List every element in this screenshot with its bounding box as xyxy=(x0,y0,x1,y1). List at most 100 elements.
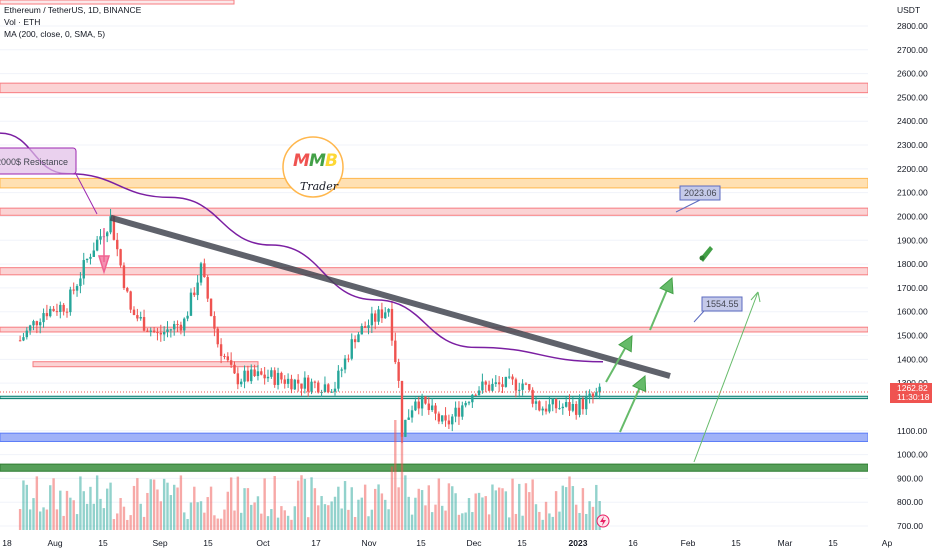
volume-bar xyxy=(451,486,454,530)
candle xyxy=(236,373,240,385)
volume-bar xyxy=(320,496,323,530)
volume-bar xyxy=(474,493,477,530)
candle xyxy=(360,326,363,335)
candle xyxy=(595,392,598,397)
volume-bar xyxy=(45,509,49,530)
volume-bar xyxy=(179,475,183,530)
lightning-icon[interactable] xyxy=(596,514,610,528)
volume-bar xyxy=(290,519,293,530)
candle xyxy=(511,376,514,380)
time-tick-label: 15 xyxy=(98,538,108,548)
volume-bar xyxy=(69,497,72,530)
volume-bar xyxy=(193,486,196,530)
candle xyxy=(591,393,595,397)
candle xyxy=(397,362,400,381)
volume-bar xyxy=(189,502,193,530)
target-pointer xyxy=(675,199,701,213)
candle xyxy=(119,249,122,266)
volume-bar xyxy=(266,516,270,530)
countdown-value: 11:30:18 xyxy=(897,392,930,402)
candle xyxy=(447,420,451,425)
volume-bars xyxy=(18,420,601,530)
candle xyxy=(491,383,494,391)
price-axis[interactable]: USDT 2800.00 2700.00 2600.00 2500.00 2400.00 2… xyxy=(0,0,932,535)
time-axis[interactable]: 18 Aug 15 Sep 15 Oct 17 Nov 15 Dec 15 2023 16 Feb 15 Ma… xyxy=(0,535,932,550)
candle xyxy=(109,216,112,233)
candle xyxy=(280,372,283,380)
candle xyxy=(575,404,578,415)
volume-bar xyxy=(353,516,357,530)
candle xyxy=(327,384,330,393)
last-price-tag xyxy=(890,383,932,404)
volume-bar xyxy=(270,509,273,530)
volume-bar xyxy=(79,476,82,530)
downtrend-line[interactable] xyxy=(109,214,671,379)
candle xyxy=(454,407,457,417)
volume-bar xyxy=(330,501,333,530)
candle xyxy=(65,311,69,313)
resistance-callout[interactable]: 2000$ Resistance xyxy=(0,147,98,215)
volume-bar xyxy=(414,497,417,530)
volume-bar xyxy=(122,506,126,530)
volume-bar xyxy=(206,497,209,530)
price-tick-label: 2600.00 xyxy=(897,69,928,79)
volume-bar xyxy=(253,502,256,530)
volume-bar xyxy=(521,515,524,530)
volume-bar xyxy=(420,490,424,530)
price-tick-label: 1500.00 xyxy=(897,331,928,341)
volume-bar xyxy=(240,512,243,530)
candle xyxy=(461,405,464,417)
candle xyxy=(203,263,206,278)
candle xyxy=(524,383,528,385)
legend-symbol[interactable]: Ethereum / TetherUS, 1D, BINANCE xyxy=(4,5,142,15)
zone-green xyxy=(0,463,869,472)
candle xyxy=(62,304,65,312)
zone-green-line xyxy=(0,395,869,400)
price-tick-label: 900.00 xyxy=(897,473,923,483)
volume-bar xyxy=(531,479,534,530)
volume-bar xyxy=(394,420,397,530)
up-arrow-2-head xyxy=(631,374,647,393)
volume-bar xyxy=(280,506,283,530)
volume-bar xyxy=(417,488,420,530)
time-tick-label: 18 xyxy=(2,538,12,548)
price-tick-label: 2800.00 xyxy=(897,21,928,31)
volume-bar xyxy=(437,478,441,530)
target-label-1554-box xyxy=(701,296,743,312)
volume-bar xyxy=(303,478,307,530)
time-tick-label: 16 xyxy=(628,538,638,548)
candle xyxy=(42,313,45,323)
volume-bar xyxy=(296,480,300,530)
candle xyxy=(276,372,280,385)
candle xyxy=(256,371,260,377)
candle xyxy=(260,371,263,375)
volume-bar xyxy=(461,513,464,530)
legend-volume[interactable]: Vol · ETH xyxy=(4,17,41,27)
up-arrow-1-shaft xyxy=(605,342,629,383)
target-label-2023[interactable]: 2023.06 xyxy=(679,185,721,201)
candle xyxy=(39,322,42,326)
candle xyxy=(189,292,193,316)
legend-ma[interactable]: MA (200, close, 0, SMA, 5) xyxy=(4,29,106,39)
rocket-flame xyxy=(699,255,705,261)
chart-legend: Ethereum / TetherUS, 1D, BINANCE Vol · E… xyxy=(4,4,141,40)
candle xyxy=(437,413,441,422)
support-resistance-zones xyxy=(0,82,869,472)
candle xyxy=(588,393,591,397)
volume-bar xyxy=(139,503,142,530)
volume-bar xyxy=(491,484,494,530)
candle xyxy=(99,236,102,240)
candle xyxy=(216,328,219,345)
time-axis-bg xyxy=(0,535,932,550)
volume-bar xyxy=(149,479,152,530)
candle xyxy=(290,378,293,390)
candle xyxy=(444,415,447,421)
target-label-1554[interactable]: 1554.55 xyxy=(701,296,743,312)
candle xyxy=(578,399,581,415)
candle xyxy=(250,369,253,382)
volume-bar xyxy=(82,491,85,530)
volume-bar xyxy=(146,492,149,530)
volume-bar xyxy=(377,484,380,530)
volume-bar xyxy=(55,509,59,530)
